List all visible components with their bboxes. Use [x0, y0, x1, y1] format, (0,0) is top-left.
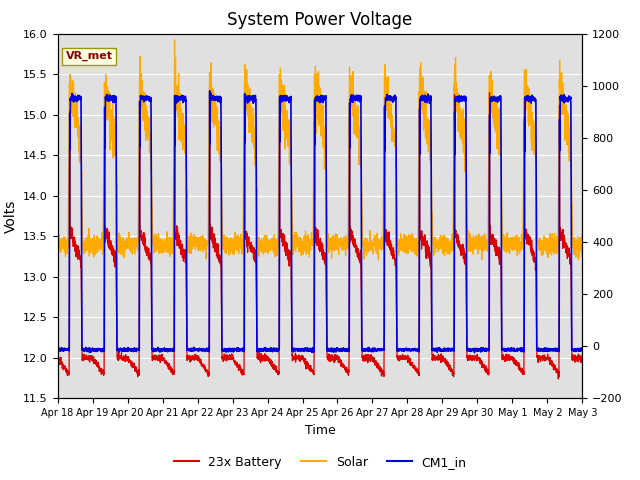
- CM1_in: [206, 88, 214, 94]
- Line: Solar: Solar: [58, 40, 582, 260]
- 23x Battery: [579, 356, 586, 362]
- 23x Battery: [54, 355, 61, 361]
- Solar: [579, 254, 586, 260]
- CM1_in: [200, 347, 208, 353]
- Line: 23x Battery: 23x Battery: [58, 93, 582, 379]
- Solar: [200, 240, 208, 246]
- Legend: 23x Battery, Solar, CM1_in: 23x Battery, Solar, CM1_in: [168, 451, 472, 474]
- CM1_in: [54, 348, 61, 353]
- Line: CM1_in: CM1_in: [58, 91, 582, 353]
- 23x Battery: [486, 90, 493, 96]
- 23x Battery: [371, 359, 379, 364]
- Solar: [171, 37, 179, 43]
- Solar: [529, 141, 536, 146]
- 23x Battery: [554, 376, 562, 382]
- 23x Battery: [579, 356, 586, 361]
- 23x Battery: [166, 366, 174, 372]
- CM1_in: [529, 95, 537, 101]
- Text: VR_met: VR_met: [65, 51, 113, 61]
- CM1_in: [380, 327, 388, 333]
- Solar: [380, 86, 388, 92]
- 23x Battery: [529, 247, 536, 253]
- 23x Battery: [380, 344, 388, 350]
- Solar: [579, 240, 586, 245]
- Solar: [54, 247, 61, 252]
- 23x Battery: [200, 365, 208, 371]
- Solar: [166, 234, 174, 240]
- Y-axis label: Volts: Volts: [4, 199, 17, 233]
- CM1_in: [470, 350, 478, 356]
- Title: System Power Voltage: System Power Voltage: [227, 11, 413, 29]
- CM1_in: [579, 348, 586, 354]
- Solar: [575, 257, 582, 263]
- CM1_in: [371, 345, 379, 351]
- CM1_in: [166, 348, 174, 353]
- CM1_in: [579, 346, 586, 352]
- X-axis label: Time: Time: [305, 424, 335, 437]
- Solar: [371, 240, 379, 245]
